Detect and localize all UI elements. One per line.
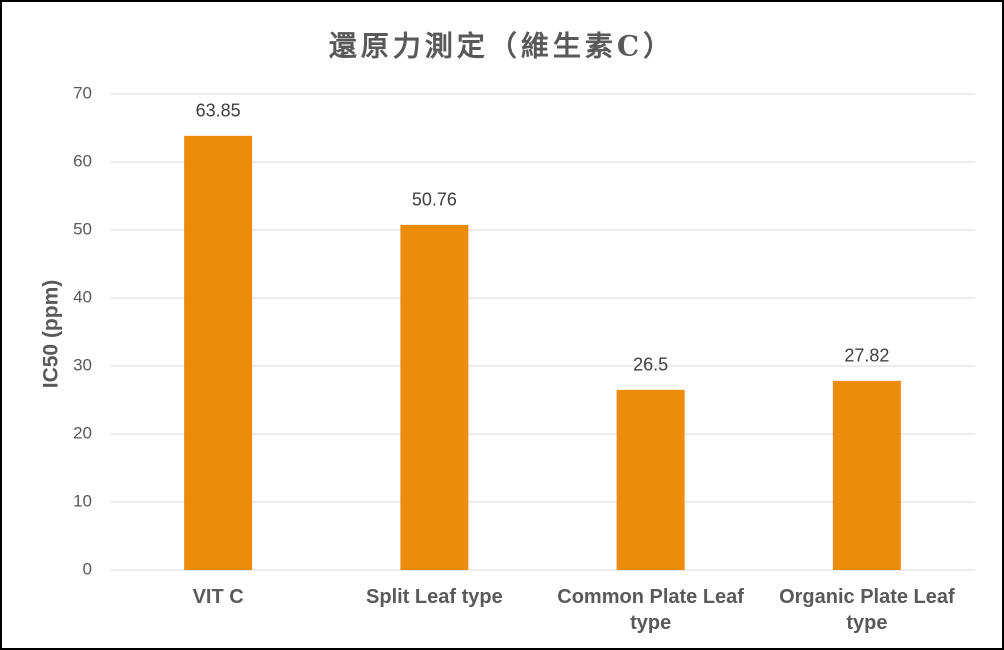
y-tick-label: 30	[73, 355, 92, 374]
y-tick-label: 60	[73, 151, 92, 170]
bar	[400, 224, 469, 570]
bar	[184, 135, 253, 570]
x-tick-label: Organic Plate Leaf type	[779, 586, 955, 634]
y-tick-label: 20	[73, 423, 92, 442]
y-axis-label: IC50 (ppm)	[40, 280, 63, 389]
value-label: 27.82	[844, 346, 889, 366]
y-tick-label: 70	[73, 83, 92, 102]
y-tick-label: 40	[73, 287, 92, 306]
chart-title: 還原力測定（維生素C）	[329, 30, 675, 63]
y-tick-label: 0	[83, 559, 92, 578]
bar	[616, 389, 685, 570]
value-label: 50.76	[412, 190, 457, 210]
value-label: 26.5	[633, 355, 668, 375]
y-tick-label: 50	[73, 219, 92, 238]
y-tick-label: 10	[73, 491, 92, 510]
value-label: 63.85	[196, 101, 241, 121]
bar	[832, 380, 901, 570]
x-tick-label: Split Leaf type	[366, 586, 503, 608]
x-tick-label: VIT C	[192, 586, 244, 608]
x-tick-label: Common Plate Leaf type	[557, 586, 744, 634]
